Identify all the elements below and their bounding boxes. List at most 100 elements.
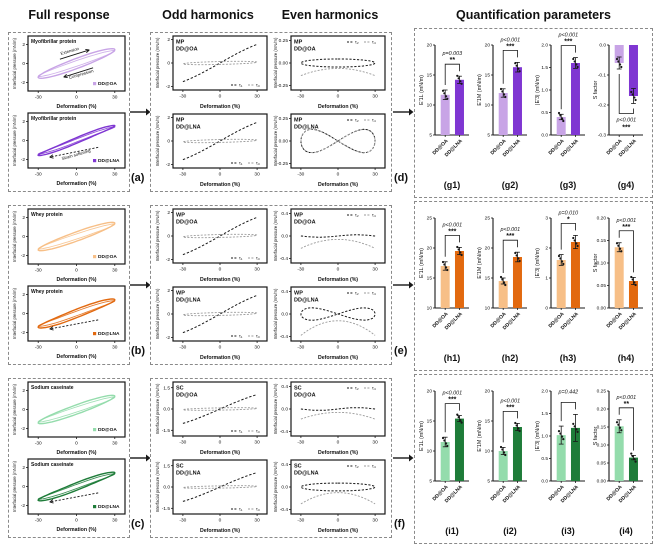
data-point [634,98,637,102]
tick-label: -30 [35,95,42,101]
data-point [557,254,561,258]
tick-label: 15 [485,73,491,79]
y-axis-label: Interfacial pressure (mN/m) [155,288,160,339]
tick-label: -2 [21,330,26,336]
significance-bracket [618,407,634,451]
tick-label: -2 [21,80,26,86]
sample-abbr: WP [176,213,185,219]
tick-label: 30 [112,441,118,447]
tick-label: 0.4 [281,289,288,295]
arrow-right-icon [392,106,414,118]
sample-abbr: MP [294,40,303,46]
x-axis-label: Deformation (%) [200,355,240,361]
y-axis-label: E′1L (mN/m) [419,248,425,278]
tick-label: 1 [545,276,548,282]
tick-label: 0 [167,61,170,67]
data-point [457,416,460,419]
data-point [446,97,449,100]
tick-label: -2 [21,157,26,163]
lissajous-loop-inner [37,223,116,250]
data-point [562,262,565,266]
data-point [619,247,622,250]
tick-label: 0.4 [281,384,288,390]
plot-title: Whey protein [31,289,63,295]
tick-label: 0 [75,172,78,178]
significance-bracket [444,63,460,85]
tick-label: 0 [22,407,25,413]
data-point [561,117,564,120]
data-point [456,74,459,77]
legend-label: τ₃ [256,334,260,339]
odd-harmonics-plot: 2 0 -2 -30 0 30 Interfacial pressure (mN/m) Def… [155,208,268,283]
data-point [499,87,503,91]
tick-label: -0.4 [280,256,289,262]
sample-abbr: SC [176,464,184,470]
y-axis-label: E′1L (mN/m) [419,421,425,451]
tick-label: 10 [427,306,433,312]
significance-bracket [560,45,576,110]
tick-label: 25 [427,216,433,222]
tick-label: 15 [427,419,433,425]
quantification-box: 10 15 20 25 E′1L (mN/m) DD@OA DD@LNA *** p<0.001… [414,201,653,371]
data-point [576,244,579,248]
significance-stars: *** [564,39,572,46]
harmonics-box: 1.5 0.0 -1.5 -30 0 30 Interfacial pressure (mN… [150,378,392,538]
data-point [615,242,619,245]
data-point [631,278,634,281]
bar [628,457,638,481]
sample-name: DD@OA [176,393,198,399]
y-axis-label: Interfacial pressure (mN/m) [155,383,160,434]
tick-label: 0 [167,234,170,240]
y-axis-label: Interfacial pressure (mN/m) [155,37,160,88]
arrow-right-icon [393,454,414,462]
tick-label: 30 [112,172,118,178]
data-point [630,452,633,455]
arrow-right-icon [129,106,151,118]
tick-label: 0.0 [281,407,288,413]
arrow-right-icon [393,281,414,289]
legend-label: τ₁ [239,256,243,261]
tick-label: 1.5 [541,65,548,71]
tick-label: -0.25 [277,83,288,89]
y-axis-label: E′1L (mN/m) [419,75,425,105]
full-response-box: 2 0 -2 -30 0 30 Interfacial pressure (mN/m) Def… [8,205,130,365]
data-point [518,429,521,433]
tau1-curve [182,394,258,424]
even-harmonics-plot: 0.25 0.00 -0.25 -30 0 30 Interfacial pressure … [273,35,386,110]
lissajous-plot: 2 0 -2 -30 0 30 Interfacial pressure (mN/m) Def… [12,458,126,533]
data-point [620,65,623,69]
panel-label: (i2) [503,526,517,536]
x-axis-label: Deformation (%) [200,528,240,534]
bar [570,63,580,135]
tick-label: 0 [75,95,78,101]
tick-label: 15 [485,419,491,425]
tau1-curve [182,472,258,502]
tick-label: 2 [22,119,25,125]
panel-label: (i3) [561,526,575,536]
tick-label: 0.0 [281,485,288,491]
tick-label: 30 [254,518,260,524]
bar [614,426,624,481]
data-point [460,82,463,85]
tick-label: 0 [167,312,170,318]
x-axis-label: Deformation (%) [56,354,96,360]
tau2-curve [300,307,376,321]
sample-name: DD@LNA [294,471,319,477]
bar-chart: 0.0-0.1-0.2-0.3S factorDD@OADD@LNAp<0.00… [593,43,643,190]
tick-label: -1.5 [162,506,171,512]
data-point [514,62,517,65]
tau4-curve [300,128,376,154]
tick-label: -30 [35,345,42,351]
even-harmonics-plot: 0.4 0.0 -0.4 -30 0 30 Interfacial pressure (mN… [273,286,386,361]
data-point [457,248,460,251]
x-axis-label: Deformation (%) [318,528,358,534]
y-axis-label: Interfacial pressure (mN/m) [273,37,278,88]
sample-abbr: SC [176,386,184,392]
tick-label: -30 [297,440,304,446]
significance-stars: ** [450,57,456,64]
lissajous-plot: 2 0 -2 -30 0 30 Interfacial pressure (mN/m) Def… [12,285,126,360]
legend-label: τ₄ [372,291,376,296]
tick-label: 2.0 [541,43,548,49]
